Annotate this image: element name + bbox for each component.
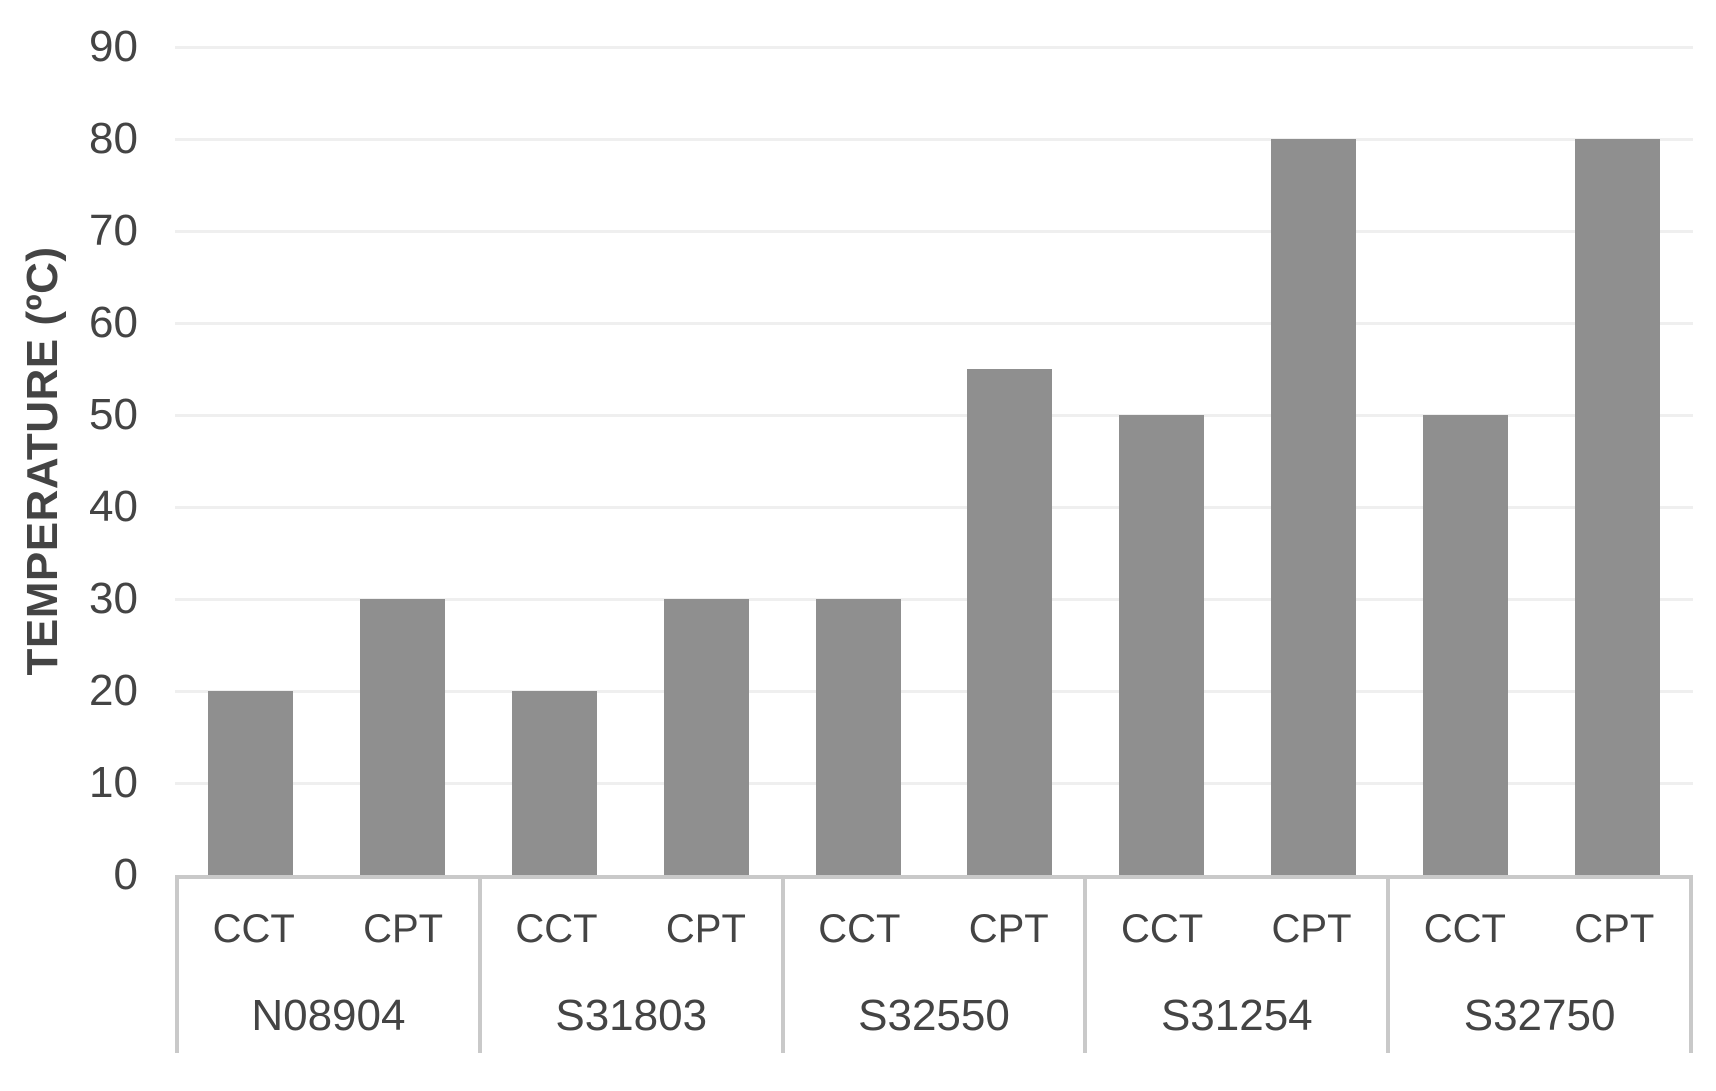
bar [1574,139,1660,875]
x-axis-category-box: CCT CPT N08904 CCT CPT S31803 CCT CPT S32550 CCT C… [175,875,1693,1053]
bar-slot [1238,47,1390,875]
gridline [175,690,1693,693]
sub-category-row: CCT CPT [179,879,478,979]
bar [360,599,446,875]
bar-slot [1086,47,1238,875]
gridline [175,597,1693,601]
plot-area [175,46,1693,875]
y-axis-tick-label: 20 [89,666,138,715]
sub-category-label: CPT [1271,906,1352,951]
group-cell: CCT CPT S32750 [1386,879,1693,1053]
group-label: S31803 [555,991,708,1040]
sub-category-label: CCT [818,906,901,951]
group-cell: CCT CPT S31254 [1083,879,1386,1053]
y-axis-tick-label: 50 [89,390,138,439]
sub-category-label: CPT [968,906,1049,951]
bar [967,369,1053,875]
bar-slot [1541,47,1693,875]
y-axis-tick-label: 80 [89,114,138,163]
group-label: S32550 [858,991,1010,1040]
group-label: N08904 [251,991,406,1040]
sub-category-row: CCT CPT [482,879,781,979]
sub-category-label: CCT [1120,906,1204,951]
bars [175,47,1693,875]
y-axis-tick-label: 30 [89,574,138,623]
gridline [175,321,1693,325]
sub-category-label: CCT [1423,906,1506,951]
bar-slot [1389,47,1541,875]
bar [208,691,294,875]
gridline [175,137,1693,141]
bar-slot [479,47,631,875]
bar-slot [175,47,327,875]
bar-slot [327,47,479,875]
gridline [175,506,1693,509]
sub-category-label: CCT [212,906,295,951]
y-axis-tick-label: 90 [89,22,138,71]
bar [663,599,749,875]
gridline [175,46,1693,49]
y-axis-title: TEMPERATURE (ºC) [18,246,67,676]
bar [815,599,901,875]
gridline [175,229,1693,233]
sub-category-label: CPT [665,906,746,951]
bar [1422,415,1508,875]
bar-slot [630,47,782,875]
y-axis-tick-label: 0 [113,850,138,899]
group-cell: CCT CPT N08904 [175,879,478,1053]
bar [1119,415,1205,875]
gridline [175,413,1693,417]
bar [511,691,597,875]
bar-slot [782,47,934,875]
group-label: S31254 [1160,991,1313,1040]
sub-category-row: CCT CPT [1087,879,1386,979]
y-axis-tick-label: 10 [89,758,138,807]
group-label: S32750 [1463,991,1616,1040]
bar [1270,139,1356,875]
gridline [175,781,1693,785]
sub-category-row: CCT CPT [785,879,1084,979]
bar-slot [934,47,1086,875]
group-cell: CCT CPT S31803 [477,879,781,1053]
sub-category-label: CCT [515,906,598,951]
group-cell: CCT CPT S32550 [780,879,1084,1053]
y-axis-tick-label: 60 [89,298,138,347]
sub-category-row: CCT CPT [1390,879,1689,979]
y-axis-tick-label: 70 [89,206,138,255]
sub-category-label: CPT [363,906,444,951]
y-axis-tick-label: 40 [89,482,138,531]
sub-category-label: CPT [1574,906,1655,951]
